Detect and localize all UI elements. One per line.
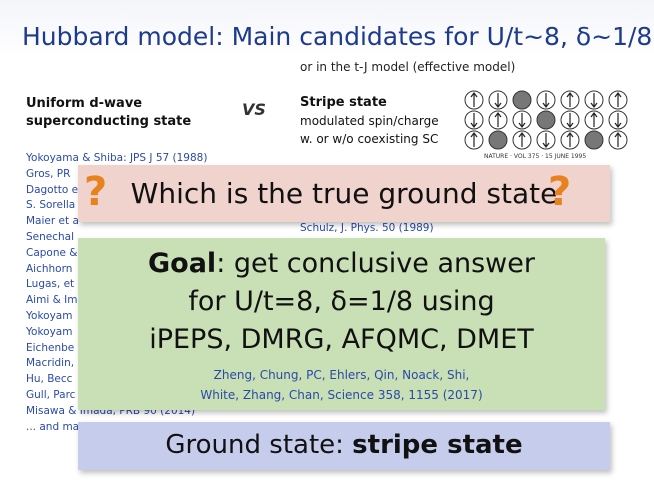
reference: Maier et a <box>26 215 79 228</box>
spin-arrow <box>590 93 598 108</box>
citation: Zheng, Chung, PC, Ehlers, Qin, Noack, Sh… <box>213 368 470 382</box>
spin-arrow <box>542 93 550 108</box>
reference: Lugas, et <box>26 278 75 291</box>
spin-arrow <box>566 113 574 128</box>
reference: Gull, Parc <box>26 389 76 401</box>
spin-arrow <box>542 133 550 148</box>
site <box>512 90 532 110</box>
citation: White, Zhang, Chan, Science 358, 1155 (2… <box>200 388 483 402</box>
reference: Aichhorn <box>26 262 73 275</box>
reference: ... and ma <box>26 420 80 433</box>
goal-line: Goal: get conclusive answer <box>78 248 605 279</box>
reference: Yokoyam <box>26 310 73 322</box>
reference: Gros, PR <box>26 167 71 180</box>
reference: Aimi & Im <box>26 294 78 307</box>
left-heading: superconducting state <box>26 114 192 129</box>
question-mark: ? <box>84 169 108 215</box>
conclusion-box: Ground state: stripe state <box>78 422 610 470</box>
spin-arrow <box>590 112 598 127</box>
goal-box: Goal: get conclusive answer for U/t=8, δ… <box>78 238 605 410</box>
spin-arrow <box>518 113 526 128</box>
right-line: w. or w/o coexisting SC <box>300 132 439 146</box>
title: Hubbard model: Main candidates for U/t~8… <box>22 22 653 51</box>
site <box>584 130 604 150</box>
reference: Yokoyama & Shiba: JPS J 57 (1988) <box>26 152 208 164</box>
question-text: Which is the true ground state <box>130 177 558 210</box>
spin-arrow <box>470 92 478 107</box>
reference: Macridin, <box>26 357 75 370</box>
reference: Hu, Becc <box>26 373 73 386</box>
spin-arrow <box>614 92 622 107</box>
spin-arrow <box>494 112 502 127</box>
reference: Yokoyam <box>26 325 73 338</box>
site <box>488 130 508 150</box>
reference: S. Sorella <box>26 199 76 212</box>
conclusion: Ground state: stripe state <box>78 430 610 460</box>
spin-arrow <box>470 113 478 128</box>
goal-label: Goal <box>148 248 217 279</box>
spin-arrow <box>566 132 574 147</box>
figure-caption: NATURE · VOL 375 · 15 JUNE 1995 <box>484 153 587 160</box>
reference: Capone & <box>26 246 78 259</box>
reference: Dagotto e <box>26 183 79 196</box>
subtitle: or in the t-J model (effective model) <box>300 60 516 74</box>
reference: Schulz, J. Phys. 50 (1989) <box>300 222 434 234</box>
left-heading: Uniform d-wave <box>26 96 143 111</box>
goal-line: iPEPS, DMRG, AFQMC, DMET <box>149 324 534 355</box>
reference: Eichenbe <box>26 341 75 354</box>
spin-arrow <box>614 132 622 147</box>
right-line: modulated spin/charge <box>300 114 439 128</box>
spin-arrow <box>566 92 574 107</box>
spin-arrow <box>614 113 622 128</box>
vs-label: VS <box>242 100 266 119</box>
goal-text: : get conclusive answer <box>216 248 535 279</box>
spin-arrow <box>494 93 502 108</box>
spin-arrow <box>518 132 526 147</box>
goal-line: for U/t=8, δ=1/8 using <box>188 286 495 317</box>
stripe-figure <box>464 90 628 150</box>
right-heading: Stripe state <box>300 95 387 110</box>
question-box: ? Which is the true ground state ? <box>78 165 610 222</box>
site <box>536 110 556 130</box>
question-mark: ? <box>548 169 572 215</box>
conclusion-emphasis: stripe state <box>352 430 523 460</box>
reference: Senechal <box>26 231 75 243</box>
spin-arrow <box>470 132 478 147</box>
conclusion-label: Ground state: <box>165 430 353 460</box>
